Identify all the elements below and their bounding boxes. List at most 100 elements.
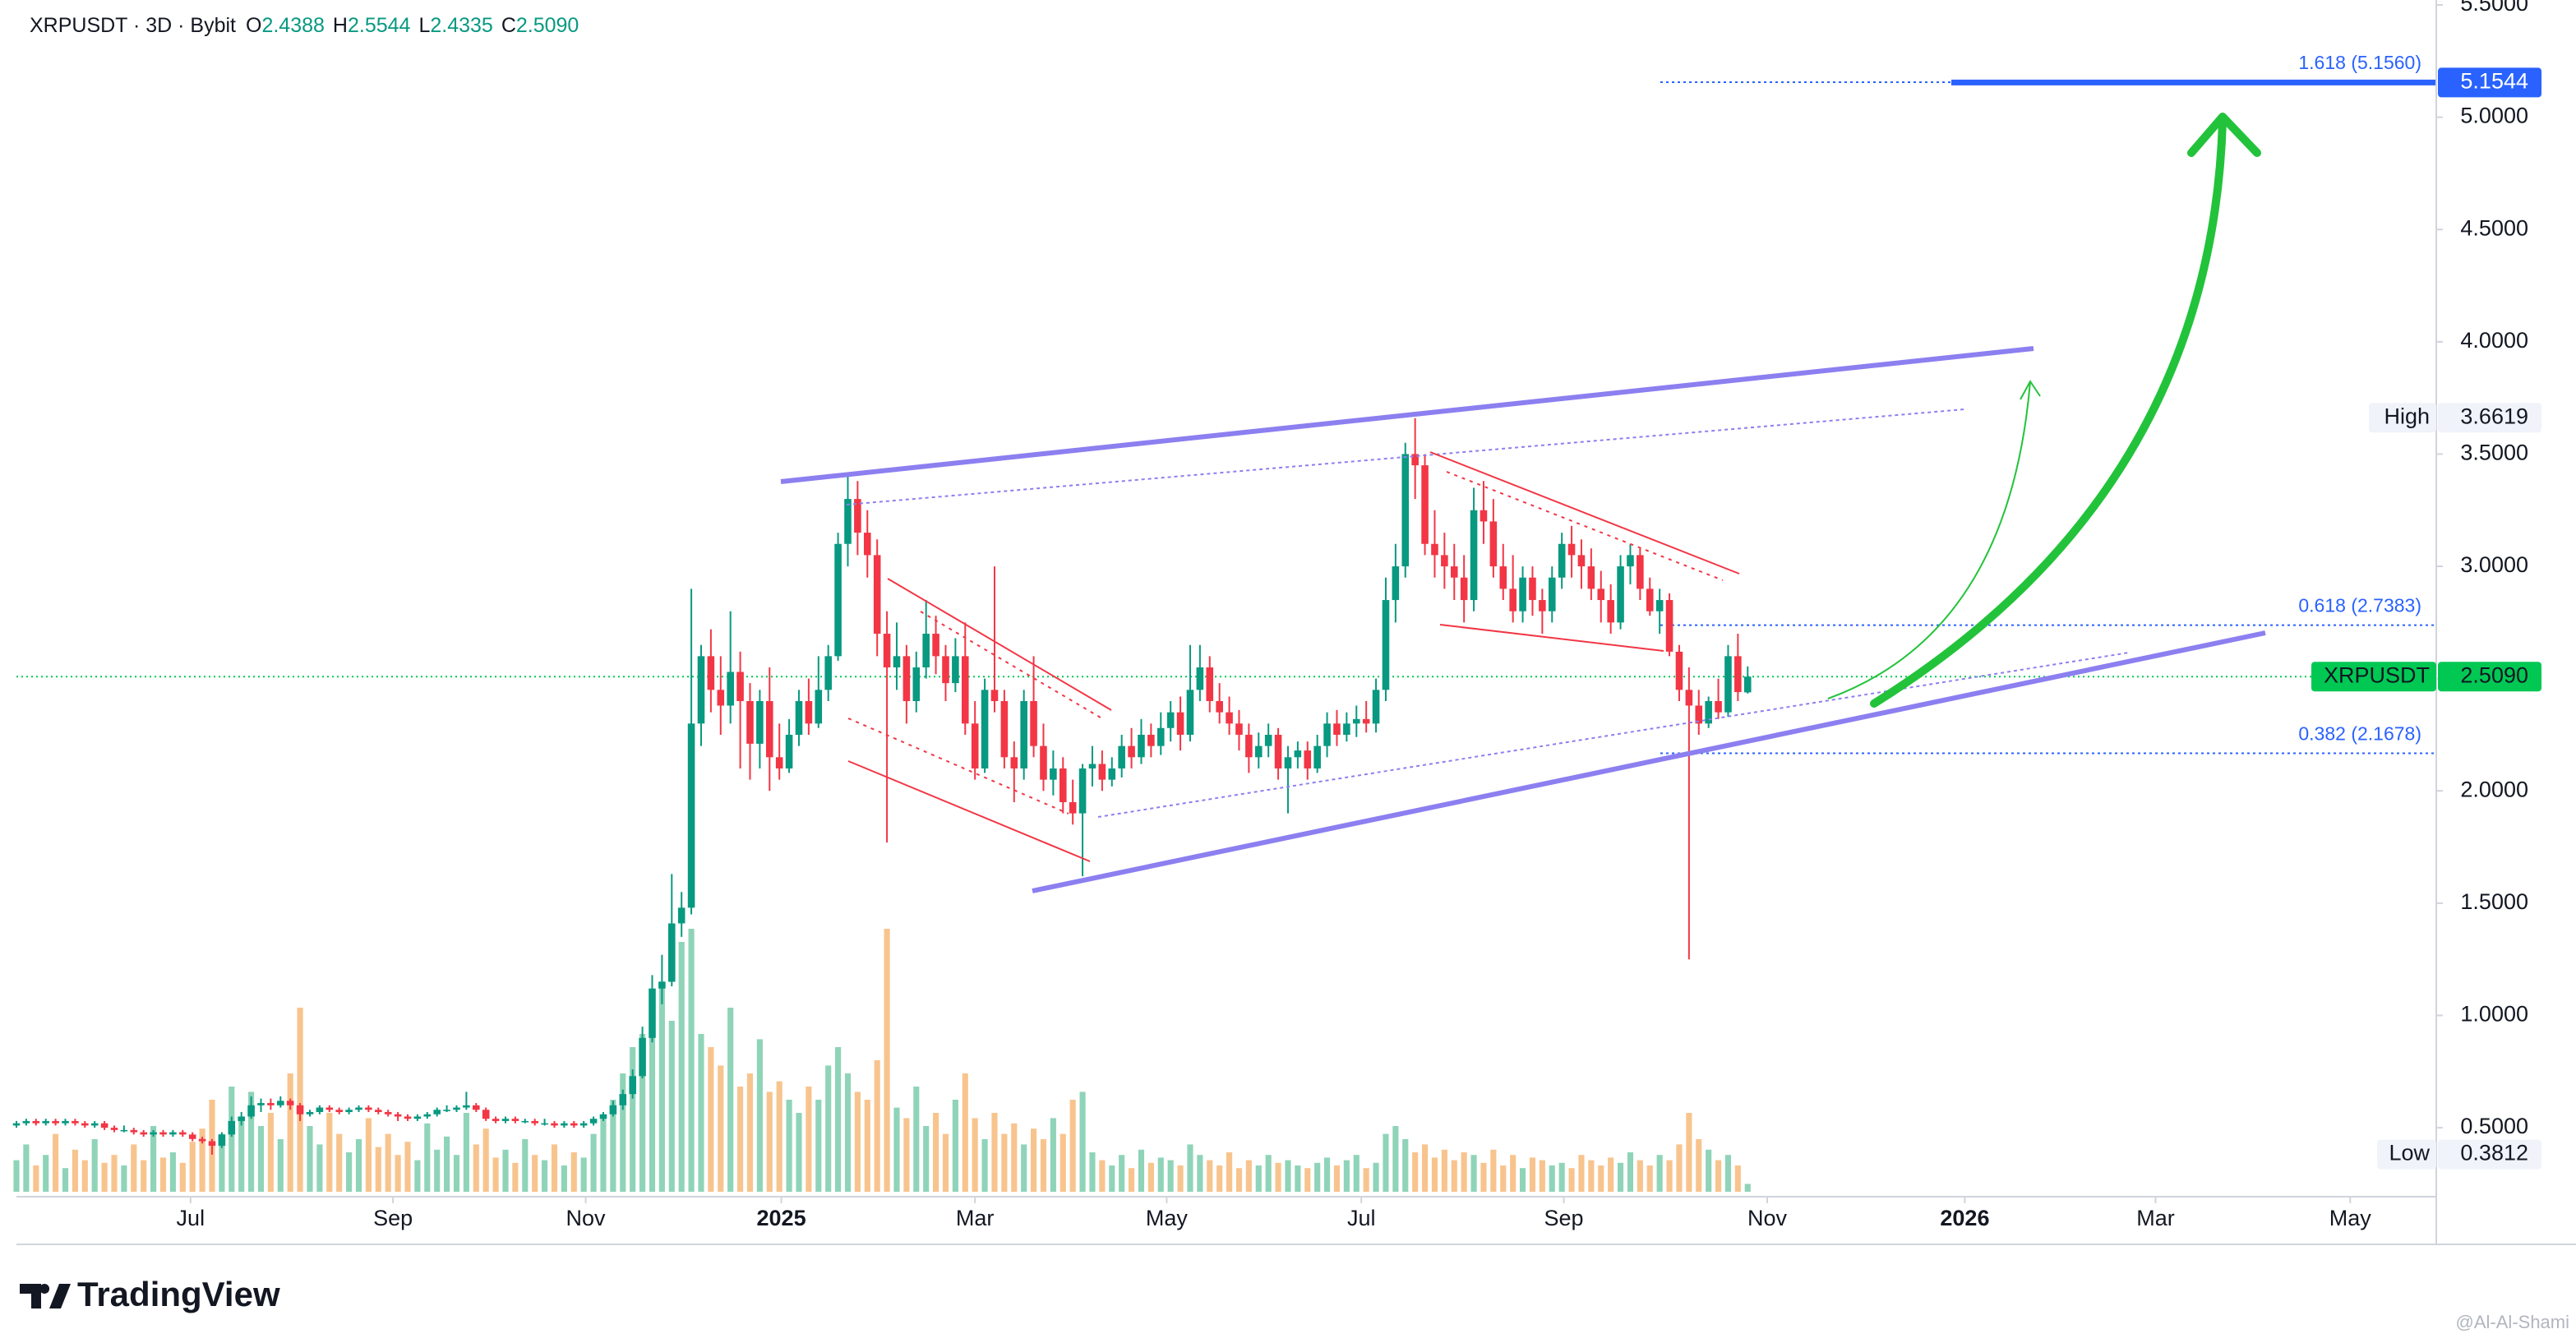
volume-bar xyxy=(111,1155,118,1192)
candle-body xyxy=(619,1094,627,1105)
trendline xyxy=(1032,630,2266,893)
candle-body xyxy=(22,1120,30,1124)
candle-body xyxy=(345,1110,353,1112)
volume-bar xyxy=(43,1155,49,1192)
y-tick-label: 4.5000 xyxy=(2460,215,2528,240)
volume-bar xyxy=(1323,1157,1331,1192)
volume-bar xyxy=(199,1128,205,1192)
candle-body xyxy=(482,1110,490,1119)
volume-bar xyxy=(482,1128,489,1192)
y-tick-label: 5.0000 xyxy=(2460,104,2528,128)
candle-body xyxy=(922,634,930,668)
candle-body xyxy=(815,690,823,724)
candle-body xyxy=(188,1134,196,1139)
volume-bar xyxy=(91,1139,98,1192)
volume-bar xyxy=(1021,1144,1027,1192)
y-tick-label: 4.0000 xyxy=(2460,328,2528,353)
x-tick-label: May xyxy=(1146,1206,1189,1230)
volume-bar xyxy=(1441,1149,1447,1192)
volume-bar xyxy=(600,1118,607,1192)
level-layer: 1.618 (5.1560) 0.618 (2.7383) 0.382 (2.167… xyxy=(16,52,2436,755)
candle-body xyxy=(717,690,725,706)
x-tick-label: Mar xyxy=(2136,1206,2175,1230)
volume-bar xyxy=(874,1060,880,1192)
volume-bar xyxy=(962,1073,968,1192)
candle-body xyxy=(81,1123,89,1126)
candle-body xyxy=(971,723,979,768)
ohlc-label: L xyxy=(418,14,430,37)
badge-name: High xyxy=(2384,404,2430,428)
volume-bar xyxy=(1089,1152,1096,1192)
volume-bar xyxy=(884,929,890,1192)
candle-body xyxy=(1597,588,1605,601)
candle-body xyxy=(62,1120,69,1124)
volume-bar xyxy=(1637,1160,1643,1192)
volume-bar xyxy=(1255,1165,1262,1192)
candle-body xyxy=(639,1037,646,1077)
candle-body xyxy=(1627,555,1634,567)
candle-body xyxy=(218,1134,226,1146)
candle-body xyxy=(1617,566,1624,623)
candle-body xyxy=(306,1111,314,1115)
candle-body xyxy=(942,656,949,684)
candle-body xyxy=(355,1107,362,1110)
watermark: @Al-Al-Shami xyxy=(2456,1312,2569,1332)
x-tick-label: Jul xyxy=(1347,1206,1376,1230)
fib-label: 0.382 (2.1678) xyxy=(2298,723,2421,745)
volume-bar xyxy=(1333,1165,1341,1192)
volume-bar xyxy=(277,1139,284,1192)
candle-body xyxy=(257,1103,265,1105)
volume-bar xyxy=(72,1149,78,1192)
axes: 0.50001.00001.50002.00002.50003.00003.50… xyxy=(16,0,2576,1245)
candle-body xyxy=(247,1105,255,1117)
candle-body xyxy=(541,1123,548,1125)
volume-bar xyxy=(1676,1144,1683,1192)
candle-body xyxy=(443,1110,450,1111)
volume-bar xyxy=(1373,1162,1379,1192)
volume-bar xyxy=(1216,1165,1223,1192)
volume-bar xyxy=(1177,1165,1184,1192)
volume-bar xyxy=(1235,1168,1243,1192)
volume-bar xyxy=(1627,1152,1634,1192)
price-badge xyxy=(2438,1139,2541,1170)
candle-body xyxy=(1509,588,1517,612)
volume-bar xyxy=(1696,1139,1702,1192)
candle-body xyxy=(707,656,715,690)
candle-body xyxy=(1196,667,1204,690)
volume-bar xyxy=(159,1157,167,1192)
candle-body xyxy=(433,1110,441,1115)
candle-body xyxy=(893,656,901,668)
volume-bar xyxy=(835,1047,842,1192)
candle-body xyxy=(12,1123,21,1126)
candle-body xyxy=(1567,543,1576,556)
ohlc-value: 2.5090 xyxy=(516,14,579,37)
candle-layer xyxy=(12,418,1752,1155)
volume-bar xyxy=(189,1142,196,1192)
ohlc-value: 2.4388 xyxy=(261,14,324,37)
candle-body xyxy=(785,734,793,768)
candle-body xyxy=(570,1123,578,1126)
candle-body xyxy=(873,555,881,635)
logo: TradingView xyxy=(20,1275,280,1313)
price-badge xyxy=(2438,662,2541,692)
candle-body xyxy=(765,700,773,758)
volume-bar xyxy=(806,1087,812,1192)
volume-bar xyxy=(1568,1168,1575,1192)
candle-body xyxy=(1539,600,1546,612)
volume-bar xyxy=(297,1008,303,1192)
volume-bar xyxy=(551,1144,558,1192)
volume-bar xyxy=(1099,1160,1106,1192)
candle-body xyxy=(52,1120,59,1124)
candle-body xyxy=(277,1101,284,1105)
volume-bar xyxy=(1001,1133,1008,1192)
volume-bar xyxy=(1451,1160,1457,1192)
volume-bar xyxy=(864,1100,870,1192)
candle-body xyxy=(208,1141,216,1146)
volume-bar xyxy=(1383,1133,1389,1192)
volume-bar xyxy=(1226,1152,1233,1192)
trendline-dotted xyxy=(846,408,1965,505)
volume-bar xyxy=(1480,1162,1487,1192)
candle-body xyxy=(834,543,842,657)
volume-bar xyxy=(219,1133,225,1192)
